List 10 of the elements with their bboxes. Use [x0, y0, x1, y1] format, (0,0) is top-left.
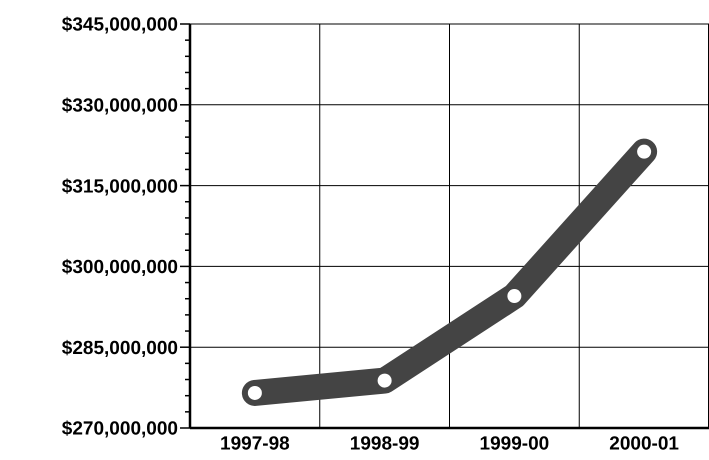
- x-tick-label: 1998-99: [350, 433, 420, 454]
- y-tick-label: $300,000,000: [62, 257, 178, 278]
- y-tick-label: $345,000,000: [62, 14, 178, 36]
- x-tick-label: 1999-00: [480, 433, 550, 454]
- y-tick-label: $315,000,000: [62, 176, 178, 198]
- y-tick-label: $270,000,000: [62, 418, 178, 440]
- x-tick-label: 1997-98: [220, 433, 290, 454]
- y-tick-label: $285,000,000: [62, 338, 178, 359]
- x-tick-label: 2000-01: [609, 433, 680, 454]
- y-tick-label: $330,000,000: [62, 95, 178, 116]
